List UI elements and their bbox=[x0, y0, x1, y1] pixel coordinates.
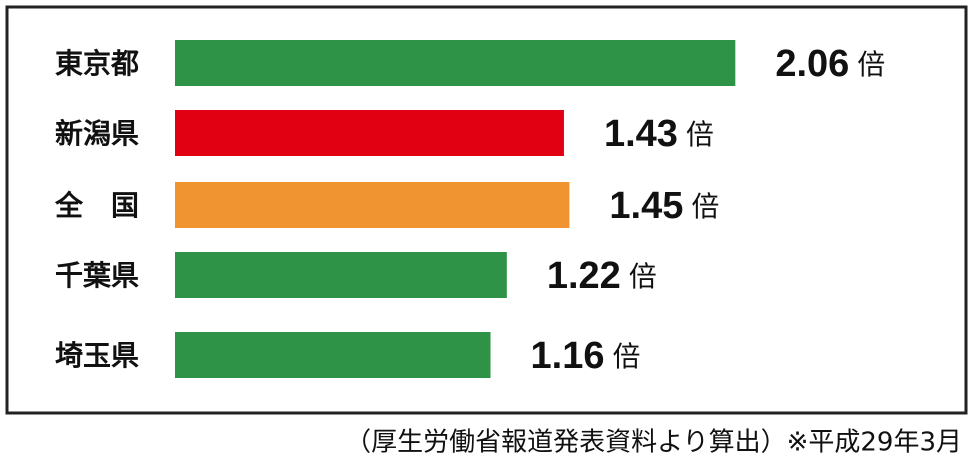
unit-label: 倍 bbox=[612, 340, 640, 373]
value-label: 1.16 bbox=[531, 335, 605, 377]
source-note: （厚生労働省報道発表資料より算出）※平成29年3月 bbox=[345, 428, 962, 458]
category-label: 千葉県 bbox=[55, 259, 139, 292]
unit-label: 倍 bbox=[691, 190, 719, 223]
category-label: 全 国 bbox=[54, 189, 139, 222]
unit-label: 倍 bbox=[686, 118, 714, 151]
unit-label: 倍 bbox=[857, 48, 885, 81]
value-label: 1.22 bbox=[547, 255, 621, 297]
category-label: 東京都 bbox=[55, 47, 139, 80]
unit-label: 倍 bbox=[629, 260, 657, 293]
bar bbox=[175, 40, 736, 86]
bar bbox=[175, 182, 570, 228]
value-label: 2.06 bbox=[775, 43, 849, 85]
value-label: 1.43 bbox=[604, 113, 678, 155]
category-label: 新潟県 bbox=[55, 117, 139, 150]
category-label: 埼玉県 bbox=[55, 339, 139, 372]
bar bbox=[175, 110, 564, 156]
bar bbox=[175, 332, 491, 378]
value-label: 1.45 bbox=[609, 185, 683, 227]
bar bbox=[175, 252, 507, 298]
